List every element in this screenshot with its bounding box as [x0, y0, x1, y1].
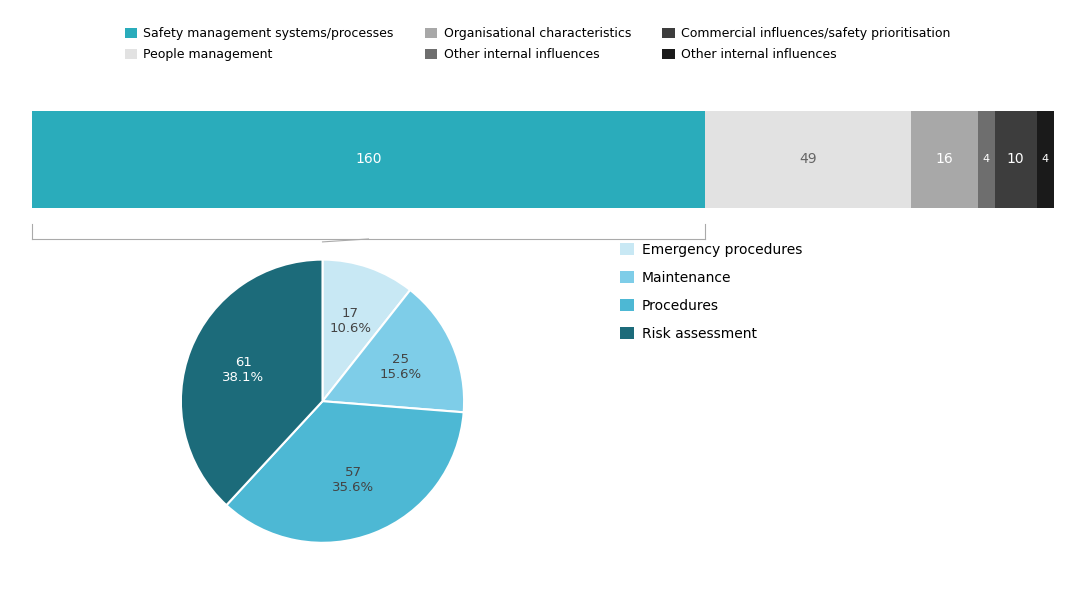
Bar: [705, 111, 911, 208]
Text: 4: 4: [1042, 155, 1048, 164]
Text: 25
15.6%: 25 15.6%: [379, 353, 421, 381]
Text: 10: 10: [1007, 152, 1024, 166]
Text: 160: 160: [355, 152, 382, 166]
Text: 17
10.6%: 17 10.6%: [329, 307, 371, 335]
Bar: [32, 111, 705, 208]
Bar: [978, 111, 994, 208]
Wedge shape: [227, 401, 463, 543]
Legend: Emergency procedures, Maintenance, Procedures, Risk assessment: Emergency procedures, Maintenance, Proce…: [619, 243, 802, 340]
Bar: [1036, 111, 1054, 208]
Wedge shape: [181, 260, 322, 505]
Text: 16: 16: [935, 152, 954, 166]
Wedge shape: [322, 290, 464, 412]
Text: 4: 4: [983, 155, 990, 164]
Legend: Safety management systems/processes, People management, Organisational character: Safety management systems/processes, Peo…: [125, 28, 950, 61]
Bar: [911, 111, 978, 208]
Text: 49: 49: [799, 152, 816, 166]
Wedge shape: [322, 260, 411, 401]
Text: 61
38.1%: 61 38.1%: [223, 356, 264, 384]
Bar: [994, 111, 1036, 208]
Text: 57
35.6%: 57 35.6%: [332, 466, 374, 494]
